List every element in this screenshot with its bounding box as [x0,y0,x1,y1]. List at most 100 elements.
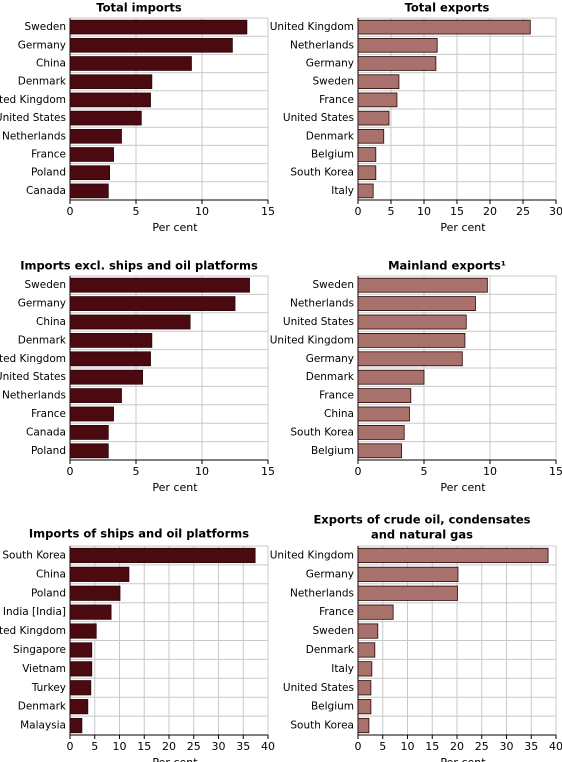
x-tick-label: 20 [450,740,464,753]
bar [69,406,114,422]
category-label: Denmark [18,334,67,346]
bar [69,110,142,126]
bar [69,642,93,658]
category-label: Denmark [306,130,355,142]
bar [69,165,110,181]
bar [357,566,459,582]
x-tick-label: 10 [483,465,497,478]
x-tick-label: 10 [401,740,415,753]
category-label: United States [0,112,66,124]
bar [357,110,390,126]
category-label: Netherlands [2,390,66,402]
category-label: Italy [331,185,354,197]
bar [69,388,122,403]
bar [357,183,374,199]
x-tick-label: 5 [388,205,395,218]
category-label: Turkey [31,682,66,694]
bar [357,74,400,90]
bar [357,443,402,459]
x-tick-label: 10 [195,205,209,218]
bar [357,642,376,658]
bar [69,699,89,715]
category-label: France [319,390,354,402]
category-label: Canada [26,426,66,438]
bar [69,296,236,311]
category-label: Belgium [311,701,354,713]
bar [357,717,370,734]
bar [357,165,377,181]
category-label: United Kingdom [0,353,66,365]
category-label: Poland [31,587,66,599]
x-tick-label: 15 [137,740,151,753]
x-tick-label: 0 [355,740,362,753]
bar [357,369,425,385]
x-axis-label: Per cent [440,481,486,494]
bar [357,623,379,639]
category-label: Sweden [313,76,355,88]
bar [69,147,114,162]
bar [357,406,410,422]
category-label: Netherlands [2,130,66,142]
category-label: United Kingdom [270,334,354,346]
category-label: Denmark [18,76,67,88]
chart-title: Exports of crude oil, condensates [313,513,530,527]
category-label: United Kingdom [270,21,354,33]
x-tick-label: 40 [549,740,562,753]
category-label: China [324,408,354,420]
bar [357,37,438,53]
bar [357,19,531,35]
x-tick-label: 25 [187,740,201,753]
category-label: Belgium [311,149,354,161]
bar [69,74,153,90]
category-label: United States [283,112,354,124]
category-label: Denmark [306,371,355,383]
x-tick-label: 20 [162,740,176,753]
chart-title: Mainland exports¹ [388,259,506,273]
category-label: France [31,149,66,161]
bar [69,425,109,440]
bar [69,19,248,35]
x-tick-label: 30 [500,740,514,753]
category-label: South Korea [2,549,66,561]
category-label: China [36,58,66,70]
category-label: Canada [26,185,66,197]
category-label: Italy [331,663,354,675]
bar [357,277,488,293]
category-label: United Kingdom [270,549,354,561]
x-tick-label: 5 [133,205,140,218]
x-tick-label: 25 [516,205,530,218]
bar [69,351,151,367]
category-label: Netherlands [290,39,354,51]
bar [357,333,466,348]
category-label: India [India] [3,606,66,618]
category-label: Poland [31,167,66,179]
x-axis-label: Per cent [440,756,486,762]
category-label: Germany [306,353,354,365]
category-label: Sweden [313,279,355,291]
x-tick-label: 5 [421,465,428,478]
x-tick-label: 15 [425,740,439,753]
x-tick-label: 5 [379,740,386,753]
bar [69,604,112,620]
x-tick-label: 0 [67,740,74,753]
bar [357,680,372,696]
category-label: United Kingdom [0,94,66,106]
chart-title: Imports of ships and oil platforms [29,527,249,541]
x-tick-label: 15 [261,205,275,218]
bar [357,296,476,311]
bar [357,585,458,601]
x-tick-label: 35 [236,740,250,753]
bar [357,699,372,715]
chart-title: Imports excl. ships and oil platforms [20,259,258,273]
bar [69,661,93,677]
x-tick-label: 5 [91,740,98,753]
x-tick-label: 25 [475,740,489,753]
x-axis-label: Per cent [152,756,198,762]
category-label: Poland [31,445,66,457]
x-tick-label: 10 [113,740,127,753]
bar [69,623,97,639]
x-axis-label: Per cent [152,221,198,234]
category-label: Germany [18,298,66,310]
bar [69,277,250,293]
